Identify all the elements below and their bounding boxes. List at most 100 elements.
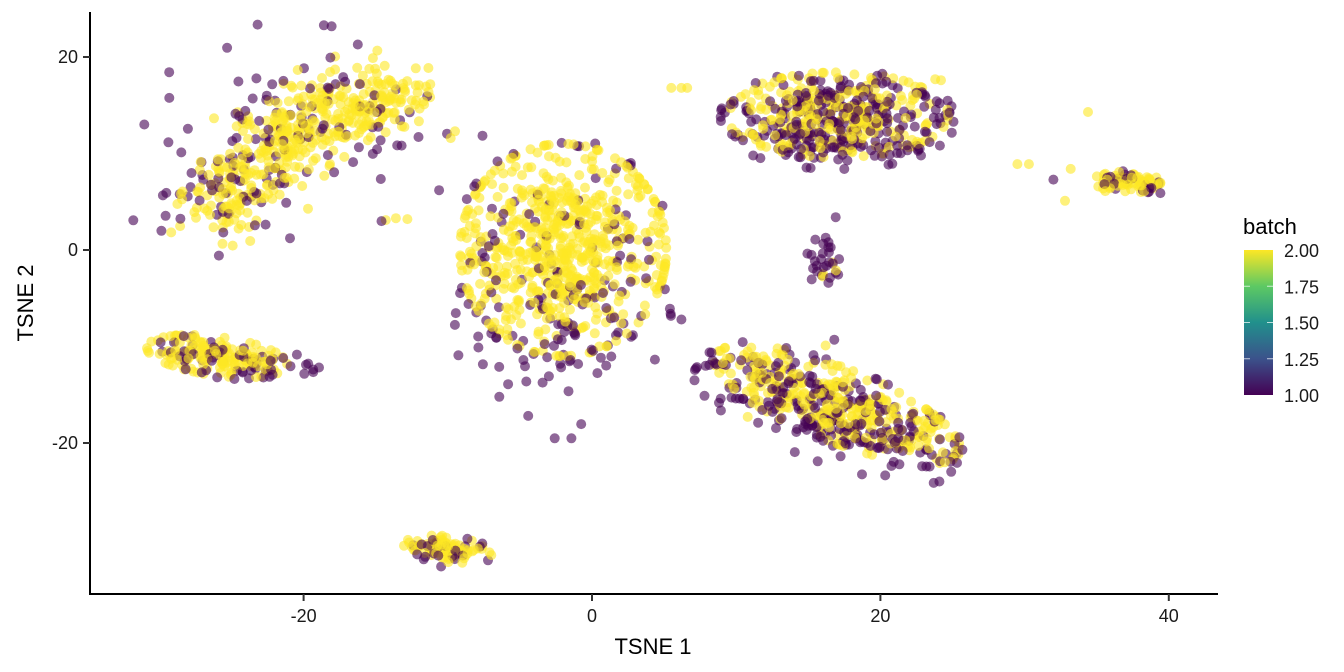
data-point — [281, 123, 292, 134]
data-point — [641, 273, 652, 284]
data-point — [846, 411, 857, 422]
data-point — [1118, 180, 1128, 190]
data-point — [787, 95, 798, 106]
data-point — [522, 221, 532, 232]
data-point — [175, 221, 186, 232]
data-point — [304, 102, 315, 112]
data-point — [180, 364, 191, 375]
data-point — [269, 163, 280, 174]
data-point — [350, 101, 361, 112]
data-point — [1060, 195, 1070, 206]
data-point — [206, 179, 217, 190]
data-point — [884, 141, 895, 152]
data-point — [541, 313, 552, 324]
data-point — [806, 249, 817, 260]
data-point — [800, 88, 811, 98]
data-point — [882, 118, 893, 129]
data-point — [934, 434, 945, 445]
data-point — [506, 282, 517, 293]
data-point — [580, 141, 591, 152]
data-point — [818, 106, 829, 117]
data-point — [537, 377, 548, 388]
data-point — [449, 319, 460, 330]
data-point — [609, 279, 620, 290]
data-point — [565, 304, 575, 315]
data-point — [793, 152, 804, 162]
data-point — [139, 119, 150, 130]
colorbar-ticks: 1.00 1.25 1.50 1.75 2.00 — [1244, 241, 1319, 406]
data-point — [533, 194, 544, 205]
data-point — [625, 276, 636, 287]
data-point — [864, 105, 875, 116]
data-point — [954, 432, 965, 443]
data-point — [840, 438, 851, 449]
data-point — [838, 136, 849, 147]
data-point — [198, 337, 209, 348]
data-point — [163, 137, 174, 148]
data-point — [318, 120, 329, 131]
data-point — [507, 152, 518, 163]
data-point — [517, 188, 528, 199]
data-point — [601, 341, 612, 352]
data-point — [650, 197, 661, 207]
data-point — [517, 170, 527, 181]
data-point — [767, 406, 778, 417]
data-point — [196, 367, 207, 378]
data-point — [231, 132, 242, 143]
data-point — [291, 137, 302, 148]
data-point — [227, 344, 238, 355]
data-point — [326, 21, 337, 32]
data-point — [830, 67, 841, 78]
data-point — [583, 219, 594, 230]
data-point — [761, 104, 772, 115]
data-point — [837, 377, 848, 388]
data-point — [946, 127, 957, 138]
data-point — [491, 275, 501, 286]
data-point — [539, 261, 550, 272]
data-point — [928, 409, 939, 420]
data-point — [459, 553, 470, 564]
data-point — [601, 202, 612, 213]
data-point — [305, 83, 315, 94]
data-point — [128, 215, 139, 226]
data-point — [611, 336, 622, 346]
data-point — [291, 349, 302, 360]
data-point — [514, 214, 525, 225]
data-point — [914, 431, 925, 442]
data-point — [498, 182, 509, 193]
data-point — [231, 121, 242, 132]
data-point — [621, 328, 632, 339]
data-point — [195, 351, 206, 362]
data-point — [317, 73, 327, 83]
data-point — [877, 68, 888, 79]
data-point — [811, 114, 822, 125]
data-point — [525, 184, 536, 195]
data-point — [592, 211, 603, 222]
data-point — [632, 258, 643, 269]
data-point — [229, 374, 240, 384]
data-point — [443, 541, 454, 552]
data-point — [892, 148, 903, 159]
data-point — [825, 272, 835, 283]
data-point — [473, 305, 484, 316]
data-point — [934, 98, 945, 109]
data-point — [261, 115, 272, 126]
data-point — [846, 146, 857, 157]
data-point — [574, 232, 585, 243]
data-point — [545, 190, 556, 201]
data-point — [217, 238, 228, 249]
data-point — [810, 355, 821, 366]
data-point — [380, 127, 391, 138]
data-point — [278, 75, 289, 86]
colorbar-label: 1.50 — [1284, 314, 1319, 334]
data-point — [897, 446, 908, 456]
data-point — [254, 115, 265, 126]
data-point — [477, 130, 488, 141]
data-point — [793, 70, 804, 81]
data-point — [586, 344, 597, 355]
data-point — [820, 359, 831, 370]
data-point — [874, 142, 884, 153]
data-point — [729, 383, 740, 394]
data-point — [243, 134, 253, 144]
data-point — [737, 337, 748, 348]
